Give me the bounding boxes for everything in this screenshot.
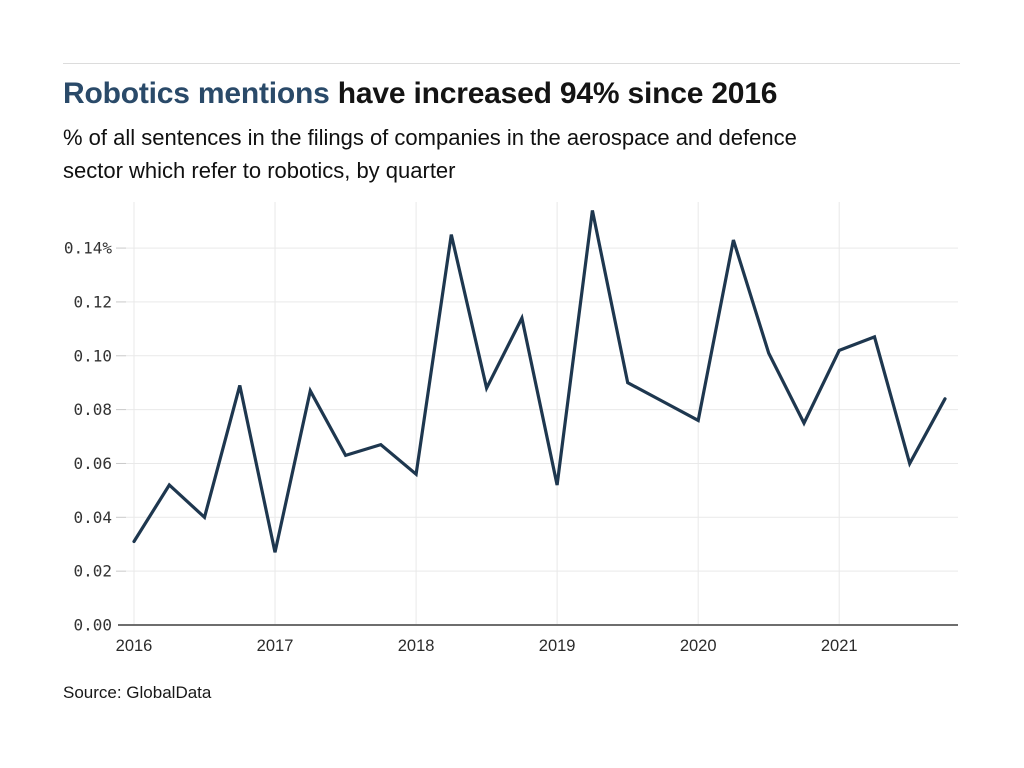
y-axis-label: 0.08 xyxy=(73,400,112,419)
x-axis-label: 2016 xyxy=(116,637,153,655)
y-axis-label: 0.12 xyxy=(73,292,112,311)
data-line-robotics-mentions xyxy=(132,210,947,553)
page-title-rest: have increased 94% since 2016 xyxy=(329,77,778,110)
chart-subtitle: % of all sentences in the filings of com… xyxy=(63,121,983,187)
y-axis-label: 0.02 xyxy=(73,562,112,581)
y-axis-label: 0.10 xyxy=(73,346,112,365)
x-axis-label: 2018 xyxy=(398,637,435,655)
chart-subtitle-line2: sector which refer to robotics, by quart… xyxy=(63,158,456,183)
page-title: Robotics mentions have increased 94% sin… xyxy=(63,76,983,112)
y-axis-label: 0.00 xyxy=(73,616,112,635)
y-axis-label: 0.04 xyxy=(73,508,112,527)
top-divider xyxy=(63,63,960,64)
x-axis-label: 2017 xyxy=(257,637,294,655)
x-axis-label: 2021 xyxy=(821,637,858,655)
page-title-accent: Robotics mentions xyxy=(63,77,330,110)
x-axis-label: 2019 xyxy=(539,637,576,655)
chart-subtitle-line1: % of all sentences in the filings of com… xyxy=(63,125,797,150)
y-axis-label: 0.14% xyxy=(64,239,113,258)
y-axis-label: 0.06 xyxy=(73,454,112,473)
x-axis-label: 2020 xyxy=(680,637,717,655)
source-note: Source: GlobalData xyxy=(63,683,212,702)
